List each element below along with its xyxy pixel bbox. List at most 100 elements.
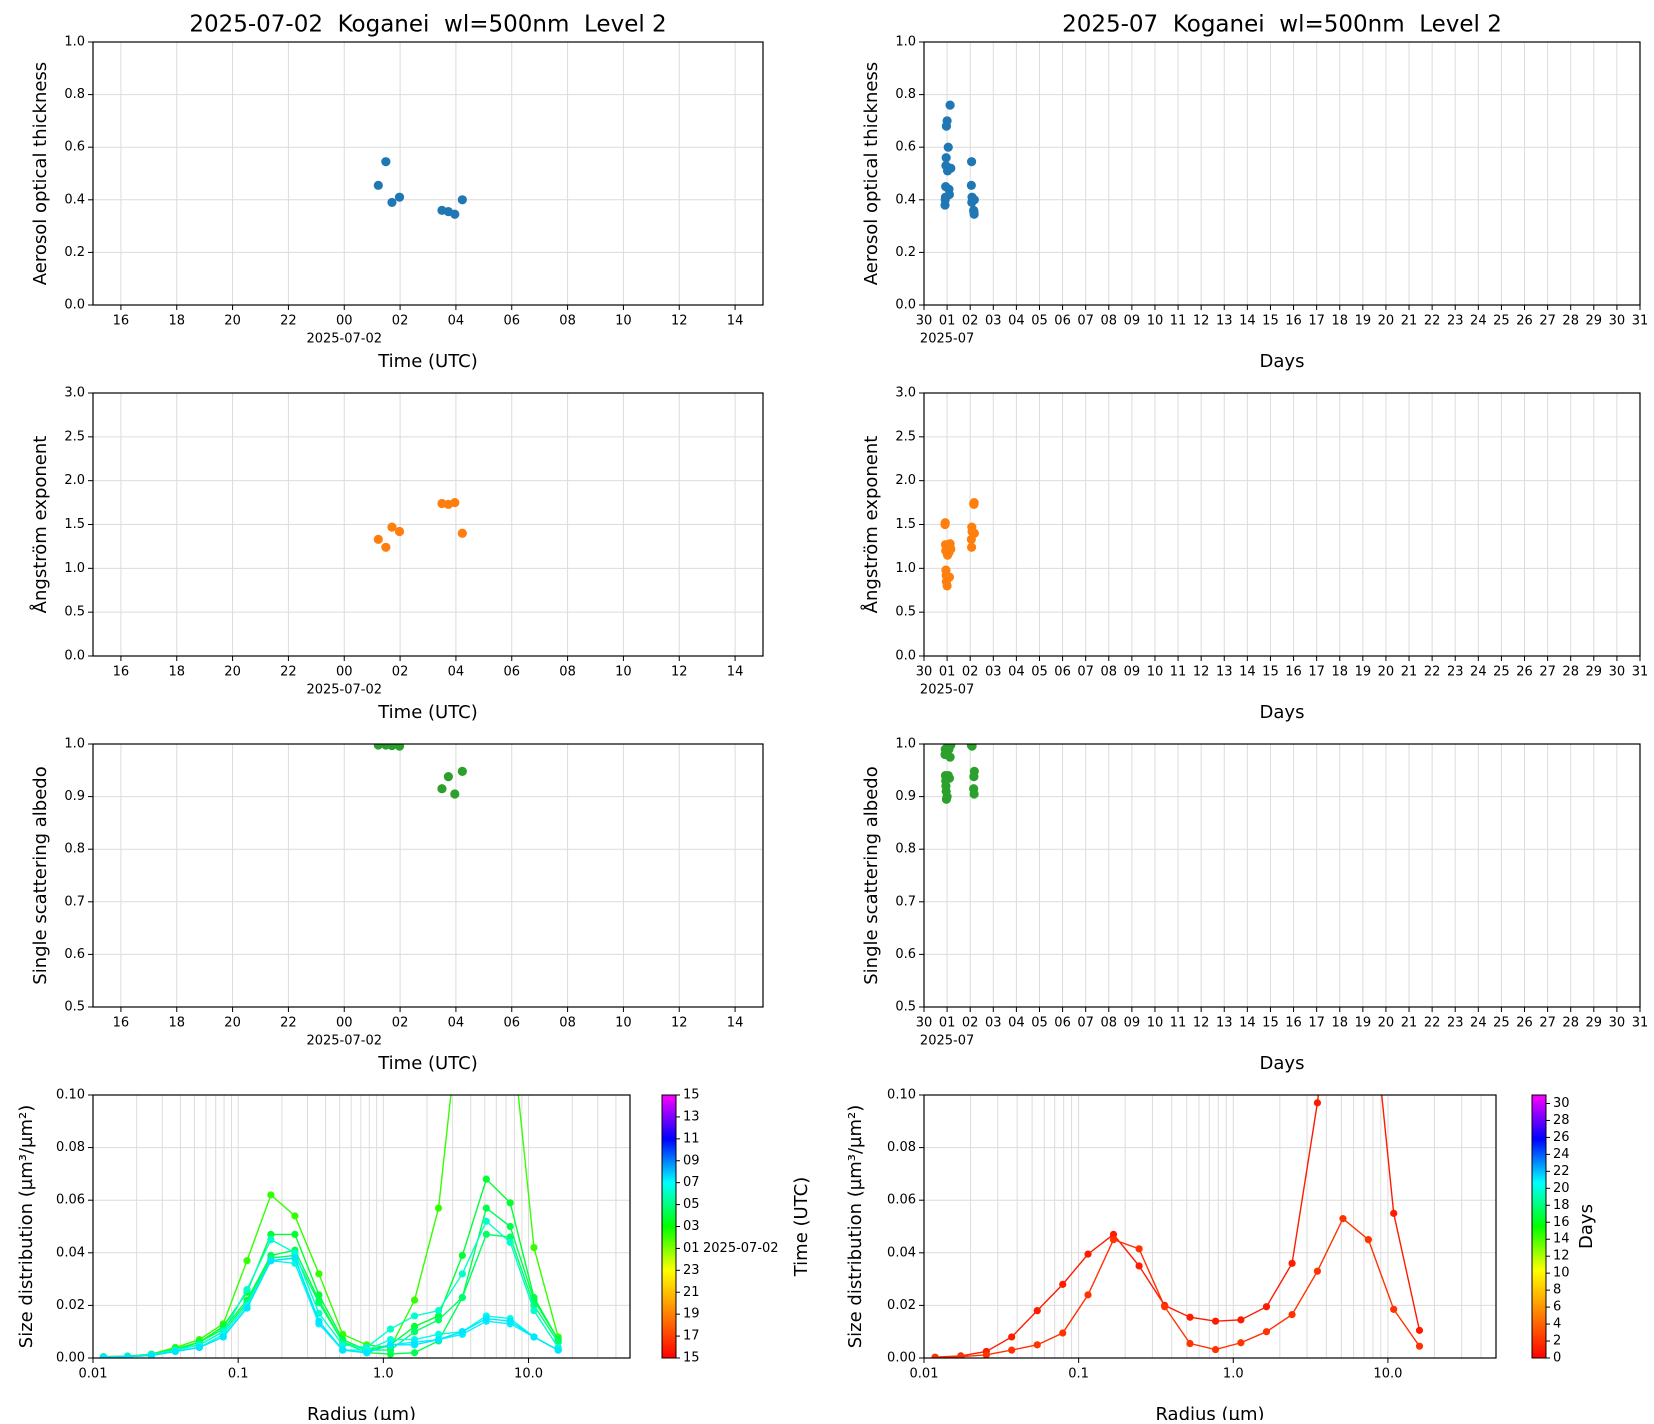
line-marker: [483, 907, 490, 914]
x-tick-label: 08: [1101, 1016, 1118, 1031]
x-tick-label: 22: [1424, 1016, 1441, 1031]
x-tick-label: 18: [1331, 314, 1348, 329]
colorbar-tick-label: 8: [1553, 1283, 1561, 1298]
x-tick-label: 03: [985, 1016, 1002, 1031]
line-marker: [410, 1349, 419, 1357]
x-tick-label: 12: [671, 665, 688, 680]
x-tick-label: 06: [1054, 665, 1071, 680]
plot-frame: [923, 1094, 1497, 1359]
line-marker: [99, 1353, 108, 1358]
x-tick-label: 16: [1285, 1016, 1302, 1031]
scatter-point: [942, 116, 952, 126]
line-marker: [315, 1317, 323, 1325]
y-tick-label: 0.06: [887, 1193, 916, 1208]
x-tick-label: 08: [1101, 314, 1118, 329]
x-tick-label: 14: [727, 314, 744, 329]
line-marker: [554, 1346, 562, 1354]
y-tick-label: 0.8: [64, 842, 85, 857]
y-axis-label: Ångström exponent: [29, 436, 51, 614]
scatter-point: [394, 744, 405, 751]
plot-area: [373, 497, 467, 552]
colorbar-tick-label: 23: [683, 1263, 700, 1278]
x-tick-label: 28: [1562, 1016, 1579, 1031]
x-tick-label: 02: [392, 314, 409, 329]
line-marker: [506, 1222, 514, 1231]
y-tick-label: 0.0: [64, 649, 85, 664]
y-tick-label: 0.5: [64, 605, 85, 620]
x-tick-label: 26: [1516, 314, 1533, 329]
line-marker: [410, 1341, 419, 1349]
colorbar-tick-label: 10: [1553, 1266, 1570, 1281]
x-tick-label: 18: [168, 314, 185, 329]
plot-frame: [92, 392, 764, 657]
x-tick-label: 20: [1378, 1016, 1395, 1031]
x-tick-label: 04: [448, 1016, 465, 1031]
x-tick-label: 04: [448, 665, 465, 680]
line-marker: [530, 1243, 538, 1252]
scatter-point: [450, 209, 460, 219]
x-tick-label: 17: [1308, 314, 1325, 329]
line-marker: [363, 1349, 371, 1357]
line-marker: [1415, 1342, 1424, 1350]
x-tick-label: 30: [1609, 314, 1626, 329]
x-tick-label: 18: [1331, 1016, 1348, 1031]
x-axis-label: Radius (µm): [1155, 1404, 1264, 1420]
plot-area: [373, 744, 467, 799]
line-marker: [410, 1296, 419, 1304]
line-marker: [530, 1307, 538, 1315]
x-tick-label: 23: [1447, 314, 1464, 329]
plot-area: [99, 907, 562, 1358]
panel: 16 18 20 22 00 02 04 06 08 10 12 14 2025-07-02 0.0 0.2…: [30, 12, 764, 372]
x-tick-label: 12: [671, 314, 688, 329]
x-tick-label: 14: [1239, 1016, 1256, 1031]
x-tick-label: 13: [1216, 665, 1233, 680]
x-tick-label: 29: [1586, 314, 1603, 329]
line-marker: [458, 1328, 466, 1336]
line-marker: [1059, 1280, 1067, 1288]
scatter-point: [450, 789, 460, 799]
x-tick-label: 26: [1516, 665, 1533, 680]
y-tick-label: 3.0: [64, 386, 85, 401]
y-tick-label: 0.08: [887, 1140, 916, 1155]
y-tick-label: 0.0: [64, 298, 85, 313]
y-tick-label: 0.6: [64, 947, 85, 962]
x-tick-label: 17: [1308, 665, 1325, 680]
panel: 30 01 02 03 04 05 06 07 08 09 10 11 12 13 14 15 16 17 18 19…: [861, 12, 1648, 373]
y-tick-label: 0.8: [64, 87, 85, 102]
size-distribution-line: [103, 1259, 559, 1358]
x-axis-label: Time (UTC): [377, 702, 478, 723]
y-tick-label: 0.00: [887, 1351, 916, 1366]
x-tick-label: 12: [671, 1016, 688, 1031]
x-tick-label: 06: [503, 314, 520, 329]
x-tick-label: 12: [1193, 314, 1210, 329]
scatter-point: [387, 197, 397, 208]
y-tick-label: 0.00: [56, 1351, 85, 1366]
line-marker: [1186, 1339, 1194, 1348]
line-marker: [1237, 1339, 1245, 1347]
line-marker: [386, 1335, 395, 1344]
y-tick-label: 0.06: [56, 1193, 85, 1208]
line-marker: [1109, 1236, 1118, 1244]
x-tick-label: 20: [224, 665, 241, 680]
line-marker: [506, 1199, 514, 1207]
line-marker: [1211, 1317, 1220, 1325]
x-tick-label: 30: [1609, 665, 1626, 680]
x-tick-label: 16: [113, 1016, 130, 1031]
line-marker: [458, 1293, 466, 1302]
colorbar-tick-label: 6: [1553, 1300, 1561, 1315]
x-tick-label: 22: [280, 1016, 297, 1031]
line-marker: [1161, 1303, 1169, 1311]
x-tick-label: 22: [280, 314, 297, 329]
x-tick-label: 11: [1170, 1016, 1187, 1031]
y-tick-label: 0.6: [895, 947, 916, 962]
x-tick-label: 22: [280, 665, 297, 680]
y-tick-label: 2.0: [895, 473, 916, 488]
line-marker: [434, 1335, 443, 1344]
x-tick-label: 06: [503, 1016, 520, 1031]
x-tick-label: 15: [1262, 665, 1279, 680]
x-tick-label: 16: [1285, 314, 1302, 329]
x-tick-label: 24: [1470, 665, 1487, 680]
x-tick-label: 14: [1239, 665, 1256, 680]
